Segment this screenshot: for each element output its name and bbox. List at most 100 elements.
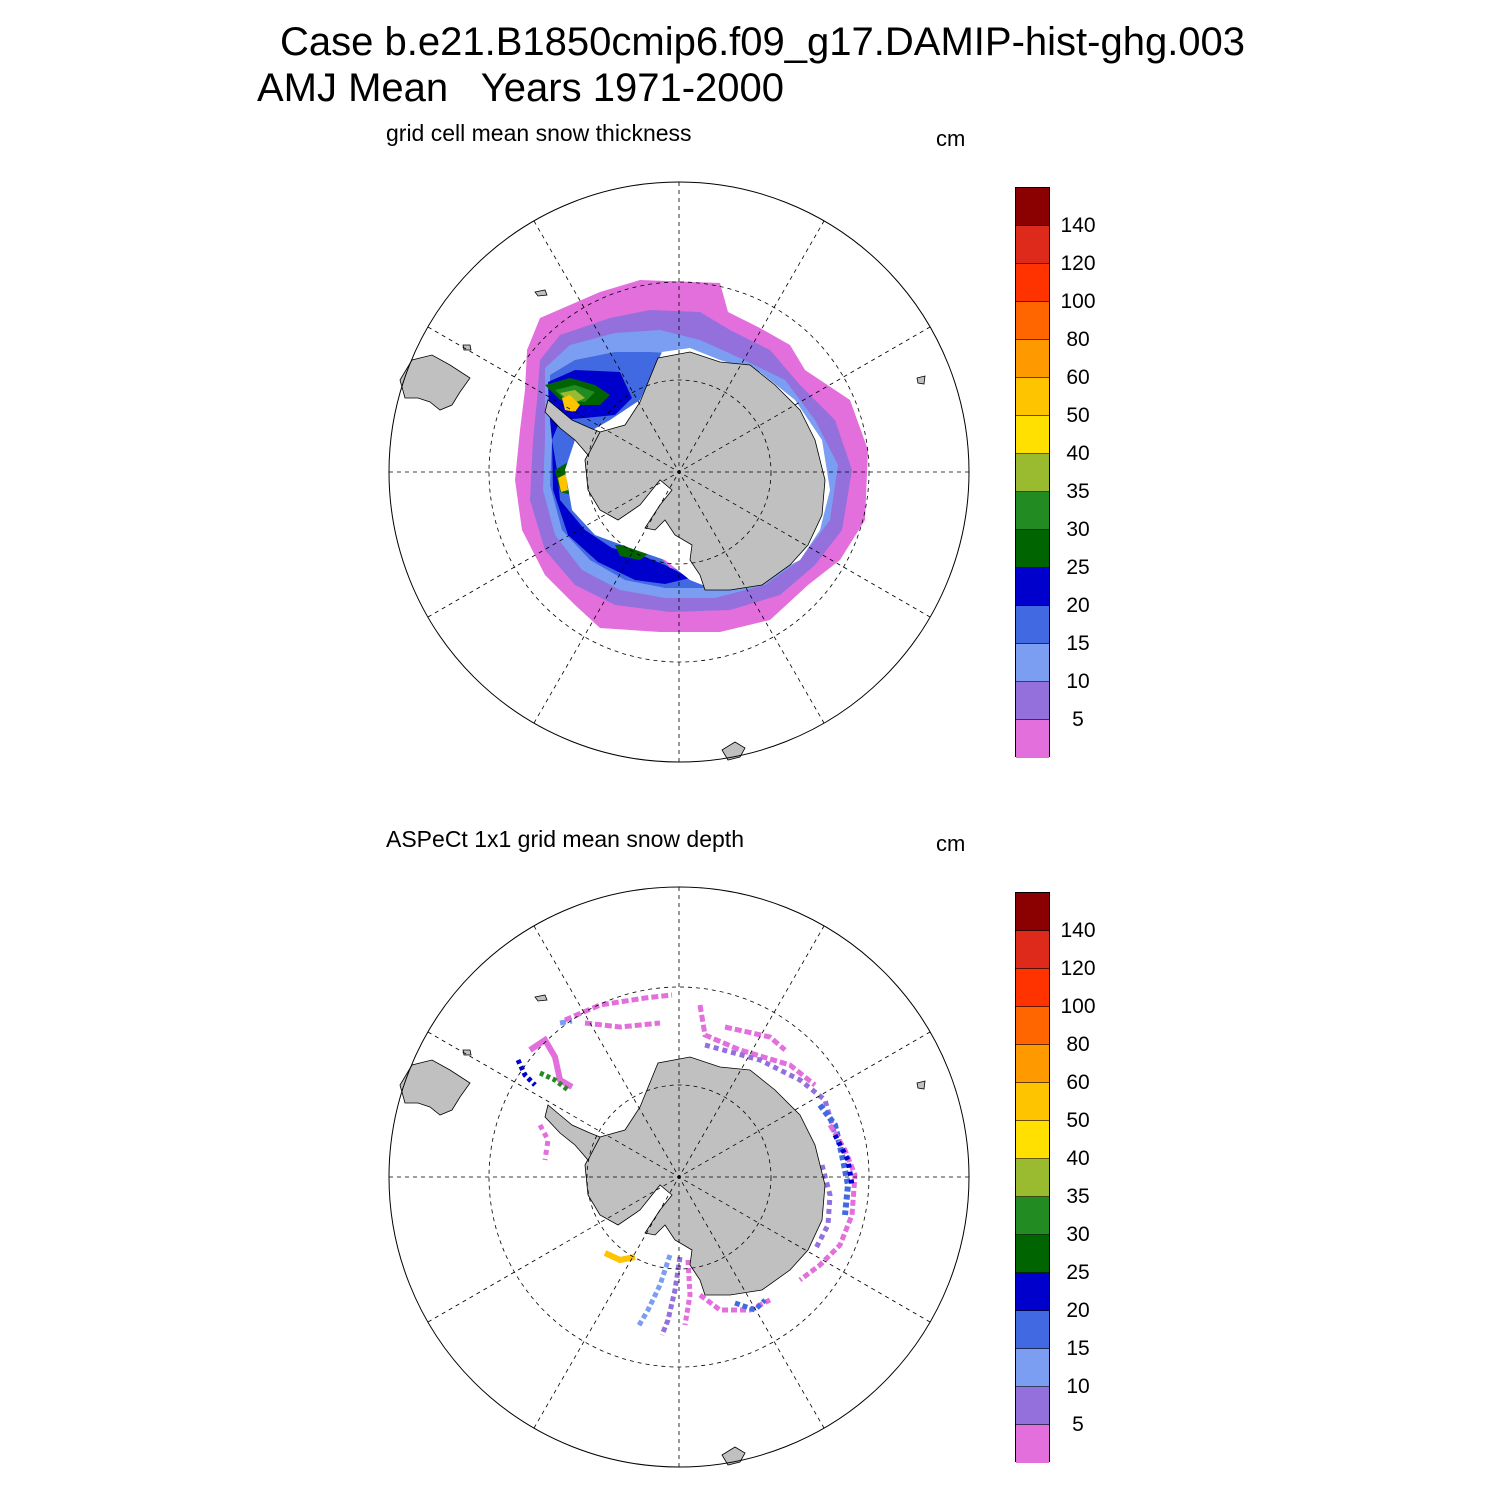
- colorbar-box: [1016, 893, 1049, 931]
- colorbar-tick-label: 5: [1072, 708, 1084, 731]
- track-east-6: [832, 1133, 855, 1186]
- colorbar-tick-label: 15: [1066, 632, 1090, 655]
- snow-band-50-60cm-b: [558, 474, 568, 492]
- colorbar-box: [1016, 1273, 1049, 1311]
- colorbar-box: [1016, 416, 1049, 454]
- colorbar-tick-label: 140: [1060, 214, 1096, 237]
- colorbar-box: [1016, 378, 1049, 416]
- colorbar-tick-label: 80: [1066, 328, 1090, 351]
- track-east-3: [724, 1024, 787, 1052]
- panel-2-colorbar: [1015, 892, 1050, 1463]
- colorbar-box: [1016, 1007, 1049, 1045]
- colorbar-box: [1016, 302, 1049, 340]
- colorbar-tick-label: 60: [1066, 1071, 1090, 1094]
- colorbar-tick-label: 100: [1060, 290, 1096, 313]
- track-east-4: [817, 1103, 852, 1216]
- south-america: [399, 1059, 471, 1116]
- colorbar-box: [1016, 644, 1049, 682]
- antarctica: [584, 351, 826, 591]
- figure-title-line-2: AMJ Mean Years 1971-2000: [257, 66, 785, 110]
- colorbar-tick-label: 10: [1066, 670, 1090, 693]
- track-bellingshausen: [537, 1123, 551, 1161]
- colorbar-tick-label: 25: [1066, 556, 1090, 579]
- colorbar-tick-label: 30: [1066, 1223, 1090, 1246]
- colorbar-box: [1016, 1425, 1049, 1463]
- colorbar-tick-label: 50: [1066, 404, 1090, 427]
- antarctica: [584, 1056, 826, 1296]
- colorbar-tick-label: 15: [1066, 1337, 1090, 1360]
- colorbar-box: [1016, 226, 1049, 264]
- meridian-150: [533, 220, 825, 724]
- colorbar-box: [1016, 530, 1049, 568]
- latitude-circle-inner: [586, 1084, 772, 1270]
- antarctic-peninsula: [544, 1104, 601, 1161]
- snow-band-50-60cm: [562, 395, 580, 412]
- colorbar-tick-label: 140: [1060, 919, 1096, 942]
- snow-band-35-40cm: [560, 390, 585, 404]
- panel-1-title: grid cell mean snow thickness: [386, 120, 692, 146]
- panel-2-map: [388, 886, 970, 1468]
- colorbar-tick-label: 40: [1066, 442, 1090, 465]
- colorbar-box: [1016, 1121, 1049, 1159]
- panel-2-units: cm: [936, 831, 966, 856]
- kerguelen-island: [916, 1080, 926, 1090]
- colorbar-box: [1016, 264, 1049, 302]
- colorbar-tick-label: 50: [1066, 1109, 1090, 1132]
- panel-2-title: ASPeCt 1x1 grid mean snow depth: [386, 826, 744, 852]
- track-weddell-2: [584, 1020, 661, 1030]
- colorbar-box: [1016, 969, 1049, 1007]
- colorbar-box: [1016, 454, 1049, 492]
- colorbar-tick-label: 30: [1066, 518, 1090, 541]
- antarctic-peninsula: [544, 399, 601, 456]
- track-ross-3: [682, 1259, 693, 1326]
- panel-2-colorbar-labels: 140 120 100 80 60 50 40 35 30 25 20 15 10 5: [1058, 892, 1108, 1462]
- colorbar-box: [1016, 1083, 1049, 1121]
- colorbar-tick-label: 120: [1060, 252, 1096, 275]
- meridian-150: [533, 925, 825, 1429]
- panel-1-map: [388, 181, 970, 763]
- colorbar-tick-label: 60: [1066, 366, 1090, 389]
- colorbar-tick-label: 25: [1066, 1261, 1090, 1284]
- panel-2-land: [399, 994, 926, 1466]
- colorbar-box: [1016, 1197, 1049, 1235]
- colorbar-tick-label: 20: [1066, 1299, 1090, 1322]
- figure-title-line-1: Case b.e21.B1850cmip6.f09_g17.DAMIP-hist…: [280, 20, 1246, 64]
- track-peninsula-1: [528, 1035, 574, 1090]
- track-weddell-north: [564, 992, 673, 1023]
- panel-1-colorbar: [1015, 187, 1050, 758]
- colorbar-tick-label: 20: [1066, 594, 1090, 617]
- colorbar-box: [1016, 492, 1049, 530]
- colorbar-box: [1016, 1311, 1049, 1349]
- colorbar-tick-label: 5: [1072, 1413, 1084, 1436]
- colorbar-tick-label: 100: [1060, 995, 1096, 1018]
- track-amundsen: [603, 1250, 636, 1264]
- colorbar-tick-label: 40: [1066, 1147, 1090, 1170]
- track-peninsula-3: [538, 1070, 570, 1092]
- track-peninsula-2: [515, 1058, 537, 1087]
- colorbar-tick-label: 35: [1066, 480, 1090, 503]
- colorbar-box: [1016, 1235, 1049, 1273]
- colorbar-box: [1016, 682, 1049, 720]
- colorbar-box: [1016, 1045, 1049, 1083]
- colorbar-box: [1016, 568, 1049, 606]
- track-ross-2: [659, 1256, 683, 1336]
- colorbar-box: [1016, 606, 1049, 644]
- panel-1-colorbar-labels: 140 120 100 80 60 50 40 35 30 25 20 15 10 5: [1058, 187, 1108, 757]
- panel-2-graticule: [388, 886, 970, 1468]
- colorbar-box: [1016, 188, 1049, 226]
- panel-1-units: cm: [936, 126, 966, 151]
- snow-band-20-25cm: [548, 370, 690, 584]
- colorbar-tick-label: 35: [1066, 1185, 1090, 1208]
- south-georgia: [534, 289, 548, 297]
- latitude-circle-inner: [586, 379, 772, 565]
- colorbar-box: [1016, 1159, 1049, 1197]
- track-east-7: [812, 1164, 833, 1252]
- south-america: [399, 354, 471, 411]
- colorbar-tick-label: 80: [1066, 1033, 1090, 1056]
- colorbar-box: [1016, 720, 1049, 758]
- colorbar-box: [1016, 1387, 1049, 1425]
- panel-2-observation-tracks: [515, 992, 858, 1336]
- colorbar-tick-label: 10: [1066, 1375, 1090, 1398]
- colorbar-tick-label: 120: [1060, 957, 1096, 980]
- track-east-1: [697, 1004, 817, 1087]
